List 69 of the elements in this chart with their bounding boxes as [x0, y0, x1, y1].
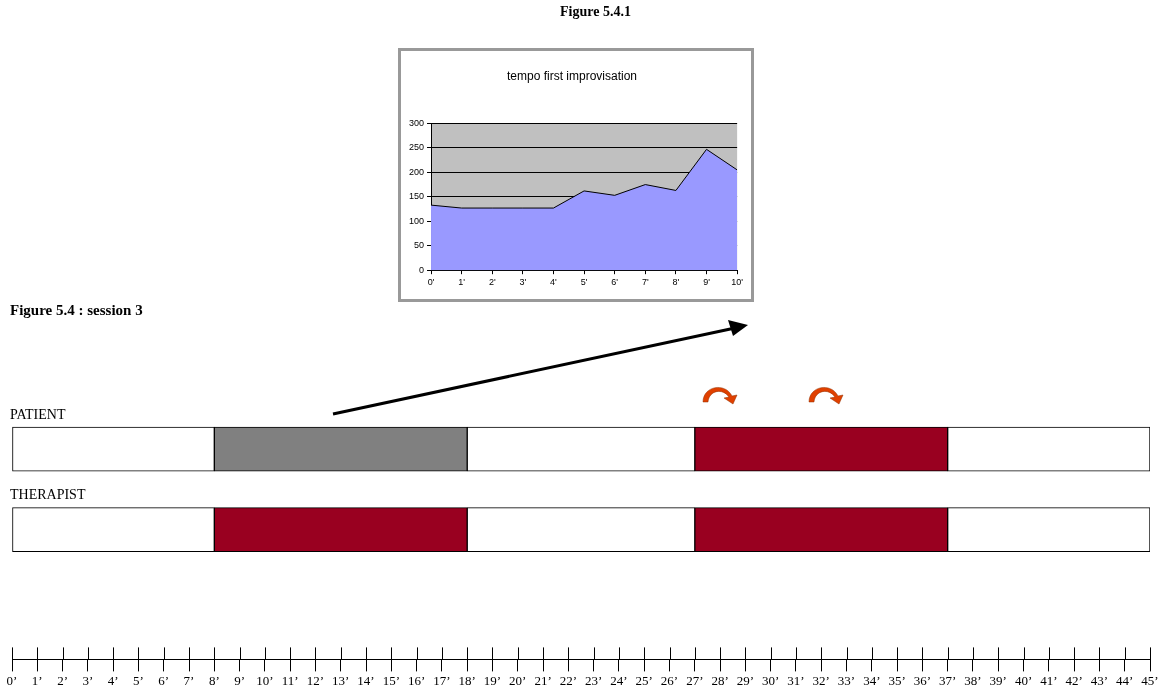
- x-tick-label: 9': [703, 277, 711, 288]
- x-tick-label: 5': [580, 277, 588, 288]
- x-tick-label: 36’: [913, 672, 932, 688]
- x-tick-label: 10': [731, 277, 744, 288]
- x-tick-label: 35’: [888, 672, 906, 688]
- x-tick-label: 2’: [57, 672, 68, 688]
- x-tick-label: 11’: [281, 672, 299, 688]
- x-tick-label: 42’: [1065, 672, 1083, 688]
- x-tick-label: 45’: [1141, 672, 1159, 688]
- x-tick-label: 10’: [256, 672, 274, 688]
- x-tick-label: 24’: [610, 672, 628, 688]
- x-tick-label: 7': [641, 277, 649, 288]
- x-tick-label: 38’: [964, 672, 982, 688]
- x-tick-label: 19’: [483, 672, 502, 688]
- x-tick-label: 6': [611, 277, 619, 288]
- caption: Figure 5.4.1: [560, 4, 631, 20]
- x-tick-label: 17’: [433, 672, 451, 688]
- x-tick-label: 0': [427, 277, 435, 288]
- x-tick-label: 21’: [534, 672, 552, 688]
- x-tick-label: 16’: [407, 672, 426, 688]
- x-tick-label: 27’: [686, 672, 704, 688]
- x-tick-label: 0’: [6, 672, 18, 688]
- x-tick-label: 20’: [509, 672, 527, 688]
- x-tick-label: 28’: [711, 672, 729, 688]
- y-tick-label: THERAPIST: [10, 487, 86, 503]
- x-tick-label: 15’: [382, 672, 401, 688]
- x-tick-label: 4’: [107, 672, 119, 688]
- x-tick-label: 33’: [837, 672, 856, 688]
- x-tick-label: 39’: [989, 672, 1007, 688]
- x-tick-label: 7’: [183, 672, 195, 688]
- x-tick-label: 13’: [332, 672, 350, 688]
- y-tick-label: 50: [414, 240, 425, 251]
- x-tick-label: 25’: [635, 672, 653, 688]
- chart-title: tempo first improvisation: [506, 68, 638, 83]
- x-tick-label: 5’: [133, 672, 144, 688]
- x-tick-label: 12’: [306, 672, 325, 688]
- x-tick-label: 6’: [158, 672, 170, 688]
- x-tick-label: 2': [488, 277, 496, 288]
- x-tick-label: 31’: [787, 672, 805, 688]
- x-tick-label: 14’: [357, 672, 375, 688]
- y-tick-label: 200: [408, 166, 425, 177]
- x-tick-label: 9’: [234, 672, 246, 688]
- x-tick-label: 40’: [1014, 672, 1033, 688]
- x-tick-label: 3’: [82, 672, 94, 688]
- x-tick-label: 29’: [736, 672, 755, 688]
- y-tick-label: 250: [408, 142, 425, 153]
- x-tick-label: 32’: [812, 672, 830, 688]
- x-tick-label: 8’: [208, 672, 220, 688]
- x-tick-label: 1': [458, 277, 466, 288]
- x-tick-label: 4': [550, 277, 558, 288]
- x-tick-label: 41’: [1040, 672, 1058, 688]
- x-tick-label: 26’: [660, 672, 679, 688]
- x-tick-label: 23’: [584, 672, 603, 688]
- chart-title: Figure 5.4 : session 3: [10, 302, 143, 319]
- x-tick-label: 37’: [939, 672, 957, 688]
- x-tick-label: 43’: [1090, 672, 1109, 688]
- x-tick-label: 22’: [559, 672, 578, 688]
- y-tick-label: 100: [408, 215, 425, 226]
- x-tick-label: 34’: [863, 672, 881, 688]
- y-tick-label: 300: [408, 117, 425, 128]
- x-tick-label: 8': [672, 277, 680, 288]
- y-tick-label: 150: [408, 191, 425, 202]
- x-tick-label: 30’: [761, 672, 780, 688]
- y-tick-label: 0: [419, 264, 425, 275]
- x-tick-label: 44’: [1116, 672, 1134, 688]
- x-tick-label: 18’: [458, 672, 476, 688]
- x-tick-label: 1’: [31, 672, 43, 688]
- x-tick-label: 3': [519, 277, 527, 288]
- y-tick-label: PATIENT: [10, 406, 66, 422]
